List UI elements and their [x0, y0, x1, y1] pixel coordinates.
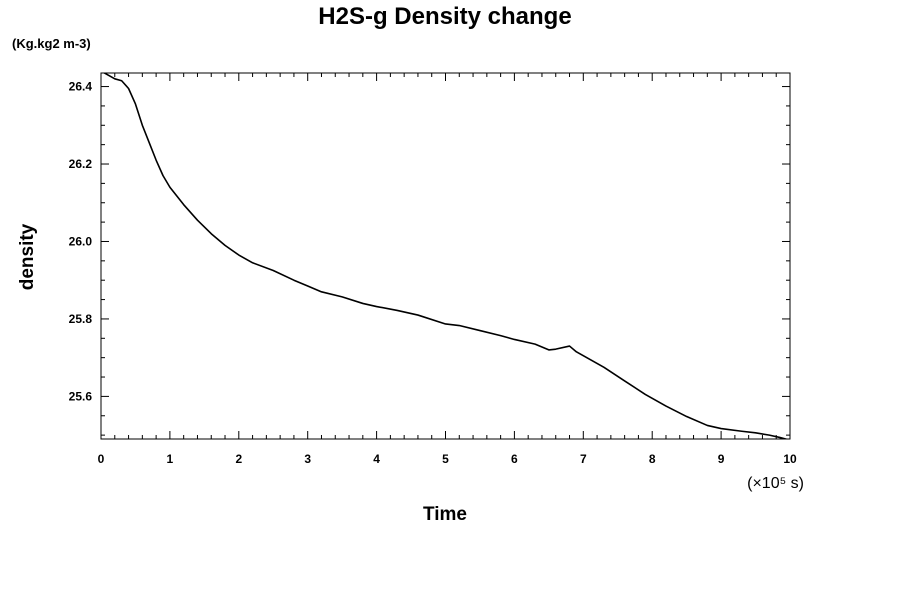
x-tick-label: 2: [235, 452, 242, 466]
y-tick-label: 25.8: [69, 312, 93, 326]
x-tick-label: 9: [718, 452, 725, 466]
x-tick-label: 1: [167, 452, 174, 466]
plot-frame: [100, 72, 791, 440]
y-tick-label: 26.2: [69, 157, 93, 171]
y-axis-label: density: [17, 223, 38, 290]
x-tick-labels: 0 1 2 3 4 5 6 7 8 9 10: [98, 452, 797, 466]
x-ticks: [100, 73, 791, 439]
x-tick-label: 3: [304, 452, 311, 466]
units-label: (Kg.kg2 m-3): [12, 36, 91, 51]
y-ticks: [101, 86, 790, 436]
y-tick-label: 25.6: [69, 389, 93, 403]
y-tick-label: 26.4: [69, 80, 93, 94]
x-tick-label: 8: [649, 452, 656, 466]
x-tick-label: 5: [442, 452, 449, 466]
series-group: [102, 73, 789, 439]
density-series-line: [102, 73, 789, 439]
x-tick-label: 6: [511, 452, 518, 466]
x-tick-label: 10: [783, 452, 797, 466]
y-tick-labels: 25.6 25.8 26.0 26.2 26.4: [69, 80, 93, 404]
chart-title: H2S-g Density change: [318, 3, 571, 30]
x-tick-label: 7: [580, 452, 587, 466]
x-scale-label: (×10⁵ s): [747, 475, 804, 492]
x-axis-label: Time: [423, 504, 467, 525]
y-tick-label: 26.0: [69, 234, 93, 248]
x-tick-label: 0: [98, 452, 105, 466]
x-tick-label: 4: [373, 452, 380, 466]
